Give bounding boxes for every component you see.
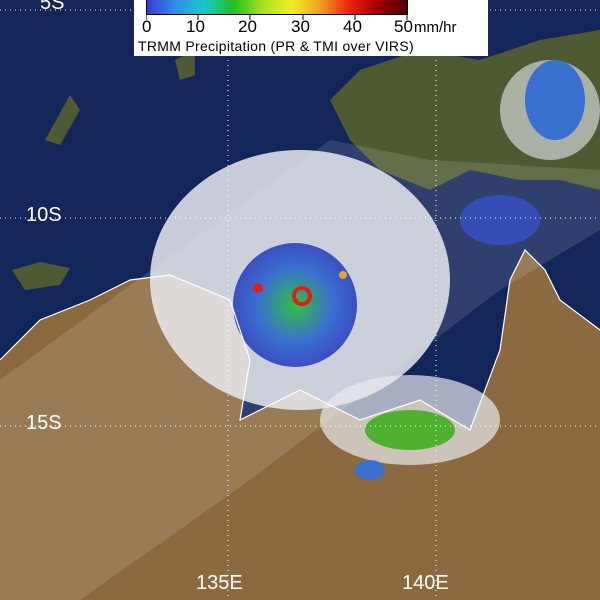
rain-eyewall [233, 243, 357, 367]
units-label: mm/hr [414, 19, 457, 36]
tick-label: 10 [186, 17, 205, 36]
precipitation-legend: 0 10 20 30 40 50 mm/hr TRMM Precipitatio… [134, 0, 488, 56]
rain-core [253, 283, 263, 293]
island [12, 262, 70, 290]
legend-title: TRMM Precipitation (PR & TMI over VIRS) [138, 38, 414, 54]
island [175, 50, 195, 80]
island [45, 95, 80, 145]
rain-core [339, 271, 347, 279]
color-scale-bar [146, 0, 408, 15]
lat-label-15s: 15S [26, 412, 62, 434]
rain-band-ng [525, 60, 585, 140]
lat-label-5s: 5S [40, 0, 65, 14]
lon-label-140e: 140E [402, 572, 449, 594]
coastline [0, 248, 600, 431]
color-scale-ticks [146, 15, 408, 20]
tick-label: 30 [291, 17, 310, 36]
tick-label: 50 [394, 17, 413, 36]
land-northern-australia [0, 250, 600, 600]
tick-label: 40 [343, 17, 362, 36]
tick-label: 0 [142, 17, 152, 36]
lon-label-135e: 135E [196, 572, 243, 594]
rain-band-south [365, 410, 455, 450]
lat-label-10s: 10S [26, 204, 62, 226]
rain-small [355, 460, 385, 480]
cyclone-eye [292, 286, 312, 306]
tick-label: 20 [238, 17, 257, 36]
rain-band-east [460, 195, 540, 245]
